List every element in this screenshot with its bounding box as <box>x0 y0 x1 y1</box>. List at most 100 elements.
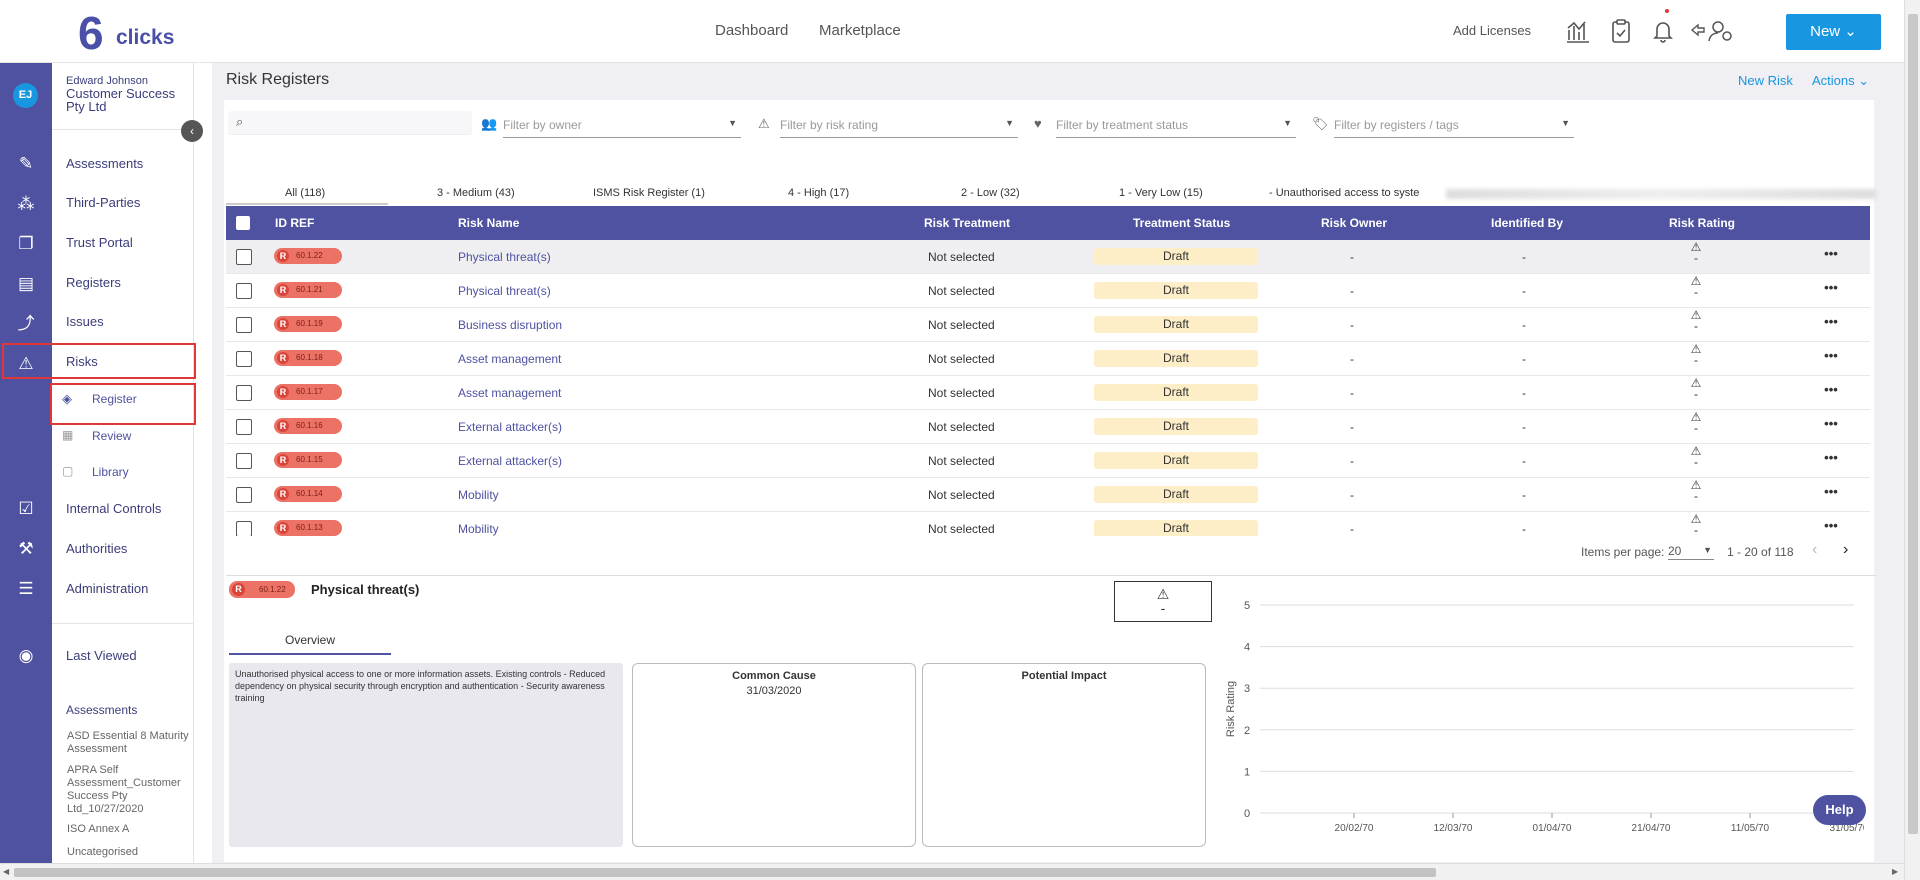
risk-name-link[interactable]: External attacker(s) <box>458 420 563 434</box>
col-risk-name[interactable]: Risk Name <box>458 216 520 230</box>
eye-icon[interactable]: ◉ <box>18 646 34 665</box>
table-row[interactable]: R 60.1.16 External attacker(s) Not selected… <box>226 410 1870 444</box>
row-checkbox[interactable] <box>236 419 252 435</box>
id-badge[interactable]: R 60.1.14 <box>274 486 342 502</box>
edit-icon[interactable]: ✎ <box>18 154 34 173</box>
avatar[interactable]: EJ <box>13 83 38 108</box>
network-icon[interactable]: ⁂ <box>17 194 35 213</box>
sidebar-item-last-viewed[interactable]: Last Viewed <box>66 648 137 663</box>
table-row[interactable]: R 60.1.15 External attacker(s) Not selected… <box>226 444 1870 478</box>
tab-low[interactable]: 2 - Low (32) <box>961 187 1020 199</box>
owner-filter[interactable]: 👥 Filter by owner ▼ <box>481 112 741 138</box>
tab-isms[interactable]: ISMS Risk Register (1) <box>593 187 705 199</box>
risk-name-link[interactable]: Physical threat(s) <box>458 284 551 298</box>
recent-item[interactable]: APRA Self Assessment_Customer Success Pt… <box>67 764 181 815</box>
documents-icon[interactable]: ❐ <box>18 234 34 253</box>
prev-page-icon[interactable]: ‹ <box>1812 541 1818 558</box>
analytics-icon[interactable] <box>1564 18 1592 46</box>
select-all-checkbox[interactable] <box>236 216 250 230</box>
table-row[interactable]: R 60.1.13 Mobility Not selected Draft - - ⚠ - ••• <box>226 512 1870 536</box>
new-risk-link[interactable]: New Risk <box>1738 73 1793 88</box>
recent-item[interactable]: ASD Essential 8 Maturity Assessment <box>67 730 189 755</box>
table-row[interactable]: R 60.1.18 Asset management Not selected Draf… <box>226 342 1870 376</box>
col-risk-rating[interactable]: Risk Rating <box>1669 216 1736 230</box>
sliders-icon[interactable]: ☰ <box>18 579 34 598</box>
search-field[interactable] <box>254 113 464 133</box>
horizontal-scrollbar[interactable]: ◀ ▶ <box>0 863 1904 880</box>
tab-overview[interactable]: Overview <box>229 631 391 655</box>
items-per-page-select[interactable]: 20 ▼ <box>1668 544 1714 560</box>
id-badge[interactable]: R 60.1.13 <box>274 520 342 536</box>
risk-name-link[interactable]: Physical threat(s) <box>458 250 551 264</box>
tab-all[interactable]: All (118) <box>285 187 326 199</box>
tab-unauthorised[interactable]: - Unauthorised access to syste <box>1269 187 1420 199</box>
horizontal-scroll-thumb[interactable] <box>14 868 1436 877</box>
user-settings-icon[interactable] <box>1690 18 1740 46</box>
more-options-icon[interactable]: ••• <box>1824 246 1838 261</box>
sidebar-item-risks[interactable]: Risks <box>66 354 98 369</box>
app-logo[interactable]: 6 clicks <box>78 8 178 58</box>
sidebar-item-internal-controls[interactable]: Internal Controls <box>66 501 162 516</box>
id-badge[interactable]: R 60.1.21 <box>274 282 342 298</box>
add-licenses-link[interactable]: Add Licenses <box>1453 23 1532 38</box>
id-badge[interactable]: R 60.1.16 <box>274 418 342 434</box>
search-input[interactable]: ⌕ <box>228 111 472 135</box>
gavel-icon[interactable]: ⚒ <box>18 539 34 558</box>
sidebar-sub-review[interactable]: Review <box>92 429 132 443</box>
sidebar-item-trust-portal[interactable]: Trust Portal <box>66 235 133 250</box>
tab-high[interactable]: 4 - High (17) <box>788 187 850 199</box>
row-checkbox[interactable] <box>236 453 252 469</box>
table-row[interactable]: R 60.1.19 Business disruption Not selected D… <box>226 308 1870 342</box>
collapse-sidebar-button[interactable]: ‹ <box>181 120 203 142</box>
sidebar-sub-register[interactable]: Register <box>92 392 137 406</box>
risk-name-link[interactable]: External attacker(s) <box>458 454 563 468</box>
register-box-icon[interactable]: ▤ <box>17 274 35 293</box>
scroll-left-icon[interactable]: ◀ <box>3 867 10 876</box>
risk-name-link[interactable]: Asset management <box>458 386 562 400</box>
nav-dashboard[interactable]: Dashboard <box>715 22 789 39</box>
new-button[interactable]: New ⌄ <box>1786 14 1881 50</box>
more-options-icon[interactable]: ••• <box>1824 416 1838 431</box>
id-badge[interactable]: R 60.1.17 <box>274 384 342 400</box>
table-row[interactable]: R 60.1.21 Physical threat(s) Not selected Dr… <box>226 274 1870 308</box>
risk-name-link[interactable]: Mobility <box>458 488 499 502</box>
tab-very-low[interactable]: 1 - Very Low (15) <box>1119 187 1203 199</box>
col-risk-treatment[interactable]: Risk Treatment <box>924 216 1011 230</box>
sidebar-item-issues[interactable]: Issues <box>66 314 104 329</box>
more-options-icon[interactable]: ••• <box>1824 280 1838 295</box>
warning-icon[interactable]: ⚠ <box>18 354 34 373</box>
sidebar-item-third-parties[interactable]: Third-Parties <box>66 195 141 210</box>
id-badge[interactable]: R 60.1.18 <box>274 350 342 366</box>
row-checkbox[interactable] <box>236 317 252 333</box>
risk-rating-filter[interactable]: ⚠ Filter by risk rating ▼ <box>758 112 1018 138</box>
id-badge[interactable]: R 60.1.19 <box>274 316 342 332</box>
sidebar-sub-library[interactable]: Library <box>92 465 129 479</box>
row-checkbox[interactable] <box>236 521 252 536</box>
col-identified-by[interactable]: Identified By <box>1491 216 1564 230</box>
next-page-icon[interactable]: › <box>1843 541 1849 558</box>
row-checkbox[interactable] <box>236 487 252 503</box>
risk-name-link[interactable]: Business disruption <box>458 318 563 332</box>
id-badge[interactable]: R 60.1.22 <box>274 248 342 264</box>
row-checkbox[interactable] <box>236 351 252 367</box>
row-checkbox[interactable] <box>236 385 252 401</box>
tab-medium[interactable]: 3 - Medium (43) <box>437 187 515 199</box>
sidebar-item-administration[interactable]: Administration <box>66 581 149 596</box>
sidebar-item-authorities[interactable]: Authorities <box>66 541 128 556</box>
col-id-ref[interactable]: ID REF <box>275 216 315 230</box>
col-risk-owner[interactable]: Risk Owner <box>1321 216 1388 230</box>
table-row[interactable]: R 60.1.14 Mobility Not selected Draft - - ⚠ - ••• <box>226 478 1870 512</box>
risk-name-link[interactable]: Mobility <box>458 522 499 536</box>
issues-icon[interactable]: ⤴ <box>17 314 35 333</box>
registers-tags-filter[interactable]: 🏷 Filter by registers / tags ▼ <box>1312 112 1574 138</box>
table-row[interactable]: R 60.1.17 Asset management Not selected Draf… <box>226 376 1870 410</box>
scroll-right-icon[interactable]: ▶ <box>1892 867 1899 876</box>
row-checkbox[interactable] <box>236 249 252 265</box>
actions-dropdown[interactable]: Actions ⌄ <box>1812 73 1870 88</box>
col-treatment-status[interactable]: Treatment Status <box>1133 216 1231 230</box>
more-options-icon[interactable]: ••• <box>1824 450 1838 465</box>
treatment-status-filter[interactable]: ♥ Filter by treatment status ▼ <box>1034 112 1296 138</box>
recent-item[interactable]: ISO Annex A <box>67 823 130 835</box>
nav-marketplace[interactable]: Marketplace <box>819 22 901 39</box>
sidebar-item-registers[interactable]: Registers <box>66 275 121 290</box>
